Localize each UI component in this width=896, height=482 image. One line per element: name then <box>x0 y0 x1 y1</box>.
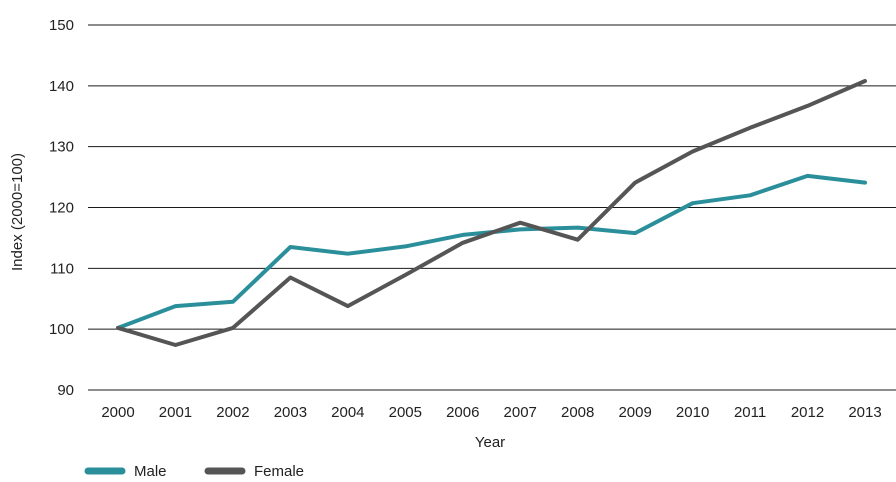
y-tick-label: 90 <box>57 382 74 399</box>
series-line-female <box>116 79 867 347</box>
x-tick-label: 2004 <box>331 404 364 421</box>
x-tick-label: 2009 <box>618 404 651 421</box>
legend: Male Female <box>84 463 304 480</box>
y-tick-label: 140 <box>49 78 74 95</box>
x-tick-label: 2010 <box>676 404 709 421</box>
series-line-male <box>116 173 867 330</box>
x-tick-label: 2011 <box>734 404 766 421</box>
x-tick-label: 2001 <box>159 404 192 421</box>
x-tick-label: 2006 <box>446 404 479 421</box>
x-tick-label: 2000 <box>101 404 134 421</box>
y-axis-title: Index (2000=100) <box>9 153 26 271</box>
x-axis-tick-labels: 2000 2001 2002 2003 2004 2005 2006 2007 2008 2009… <box>101 404 881 421</box>
x-tick-label: 2002 <box>216 404 249 421</box>
y-tick-label: 120 <box>49 200 74 217</box>
x-tick-label: 2005 <box>389 404 422 421</box>
x-tick-label: 2003 <box>274 404 307 421</box>
x-axis-title: Year <box>475 434 505 451</box>
x-tick-label: 2013 <box>848 404 881 421</box>
legend-label-female: Female <box>254 463 304 480</box>
x-tick-label: 2012 <box>791 404 824 421</box>
legend-label-male: Male <box>134 463 167 480</box>
y-tick-label: 100 <box>49 321 74 338</box>
x-tick-label: 2007 <box>504 404 537 421</box>
y-tick-label: 130 <box>49 139 74 156</box>
series-lines <box>116 79 867 347</box>
y-axis-tick-labels: 90 100 110 120 130 140 150 <box>49 17 74 399</box>
y-tick-label: 110 <box>50 260 74 277</box>
y-tick-label: 150 <box>49 17 74 34</box>
x-tick-label: 2008 <box>561 404 594 421</box>
